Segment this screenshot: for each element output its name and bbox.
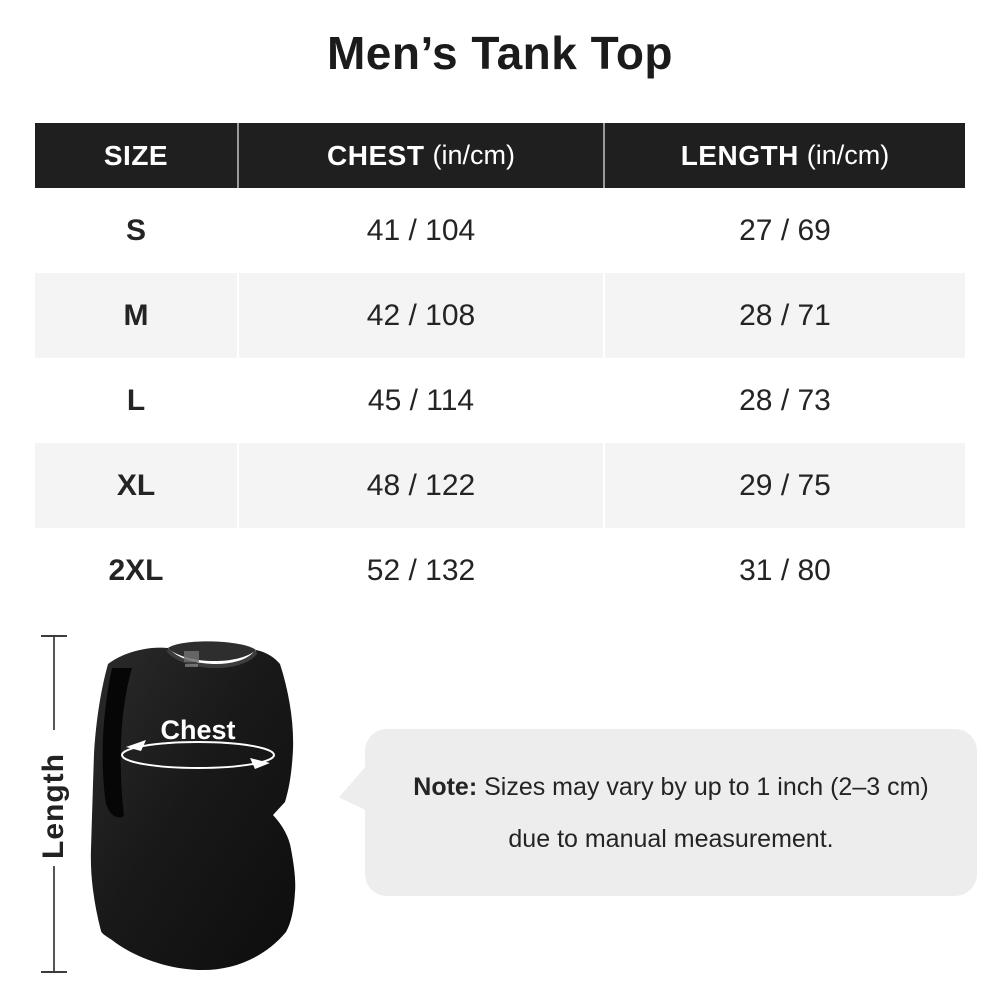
page-title: Men’s Tank Top [326, 27, 674, 79]
table-row: 2XL 52 / 132 31 / 80 [35, 528, 965, 613]
chest-arrow-right-icon [250, 758, 270, 769]
table-row: S 41 / 104 27 / 69 [35, 188, 965, 273]
note-text-1: Sizes may vary by up to 1 inch (2–3 cm) [477, 772, 929, 801]
chest-arrow-left-icon [126, 740, 146, 751]
header-chest: CHEST (in/cm) [237, 123, 603, 188]
note-prefix: Note: [413, 772, 478, 801]
neck-label-line [185, 664, 198, 667]
chest-cell: 45 / 114 [237, 358, 603, 443]
tank-top-illustration: Chest [90, 641, 296, 970]
note-bubble: Note: Sizes may vary by up to 1 inch (2–… [365, 729, 977, 896]
size-cell: M [123, 298, 149, 332]
header-length-unit: (in/cm) [806, 140, 890, 170]
note-line-2: due to manual measurement. [508, 824, 834, 853]
header-size: SIZE [35, 123, 237, 188]
tank-armhole-shadow [102, 668, 132, 818]
chest-cell: 42 / 108 [237, 273, 603, 358]
note-line-1: Note: Sizes may vary by up to 1 inch (2–… [413, 772, 928, 802]
chest-cell: 41 / 104 [237, 188, 603, 273]
length-measure-label: Length [37, 753, 70, 859]
header-size-label: SIZE [103, 139, 169, 171]
table-row: XL 48 / 122 29 / 75 [35, 443, 965, 528]
note-bubble-tail [339, 765, 367, 811]
size-cell: XL [116, 468, 156, 502]
chest-measure-ellipse [121, 741, 275, 769]
size-cell: 2XL [108, 553, 164, 587]
table-row: L 45 / 114 28 / 73 [35, 358, 965, 443]
header-chest-unit: (in/cm) [432, 140, 515, 170]
size-cell: L [126, 383, 146, 417]
tank-body [90, 647, 296, 970]
table-header-row: SIZE CHEST (in/cm) LENGTH (in/cm) [35, 123, 965, 188]
length-cell: 28 / 71 [603, 273, 965, 358]
neck-label [184, 651, 199, 662]
header-length: LENGTH (in/cm) [603, 123, 965, 188]
length-arrow-upper-line [53, 637, 55, 730]
tank-collar-rib [166, 648, 258, 669]
size-cell: S [125, 213, 146, 247]
length-cell: 29 / 75 [603, 443, 965, 528]
header-chest-label: CHEST [327, 139, 425, 171]
length-cell: 27 / 69 [603, 188, 965, 273]
chest-measure-label: Chest [160, 715, 235, 745]
chest-cell: 48 / 122 [237, 443, 603, 528]
length-cell: 31 / 80 [603, 528, 965, 613]
table-row: M 42 / 108 28 / 71 [35, 273, 965, 358]
length-arrow-bottom-cap [41, 971, 67, 973]
size-table: SIZE CHEST (in/cm) LENGTH (in/cm) S 41 /… [35, 123, 965, 613]
length-cell: 28 / 73 [603, 358, 965, 443]
length-arrow-top-cap [41, 635, 67, 637]
chest-cell: 52 / 132 [237, 528, 603, 613]
length-arrow-lower-line [53, 866, 55, 972]
header-length-label: LENGTH [680, 139, 799, 171]
